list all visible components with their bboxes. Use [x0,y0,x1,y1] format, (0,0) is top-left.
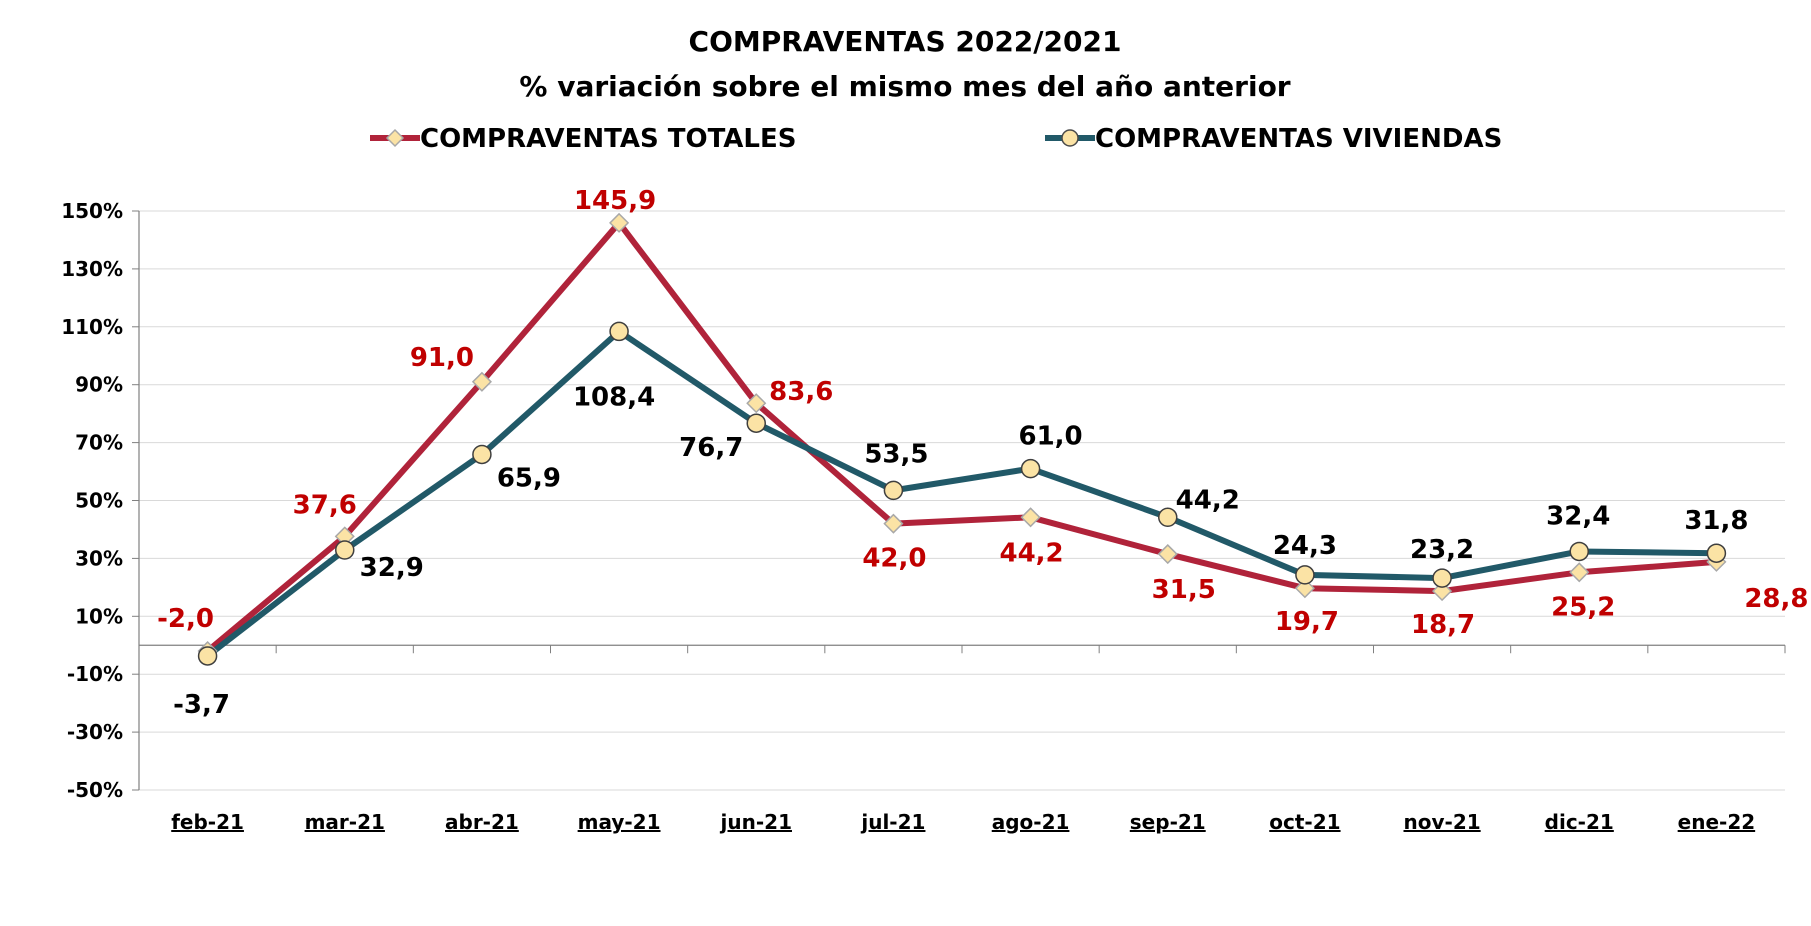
y-tick-label: 30% [75,546,123,570]
y-tick-label: -10% [67,662,123,686]
data-label-viviendas: 108,4 [573,382,655,412]
y-tick-label: 10% [75,604,123,628]
legend-marker-diamond [385,128,405,148]
series-line-viviendas [204,328,1720,659]
data-point-totales [1294,578,1315,599]
data-point-totales [1157,543,1178,565]
data-point-totales [883,513,904,534]
data-point-totales [1020,507,1041,528]
data-point-viviendas [335,540,355,560]
gridlines [139,210,1785,791]
legend-marker-circle [1061,129,1079,147]
data-label-totales: 145,9 [574,186,656,216]
data-label-totales: 18,7 [1411,610,1475,640]
data-label-totales: 42,0 [862,544,926,574]
data-label-viviendas: 61,0 [1019,422,1083,452]
x-tick-label: mar-21 [305,810,385,834]
data-label-totales: 31,5 [1152,575,1216,605]
data-point-totales [471,371,492,392]
data-label-viviendas: 23,2 [1410,535,1474,565]
data-label-viviendas: 24,3 [1273,531,1337,561]
y-tick-label: 150% [61,199,123,223]
data-label-totales: 25,2 [1551,592,1615,622]
data-point-viviendas [197,646,218,666]
legend-item-totales: COMPRAVENTAS TOTALES [370,124,796,154]
y-tick-label: -30% [67,720,123,744]
axes [132,210,1786,791]
data-point-totales [746,393,767,414]
x-tick-label: jul-21 [860,810,925,834]
x-tick-label: dic-21 [1545,810,1614,834]
legend-item-viviendas: COMPRAVENTAS VIVIENDAS [1045,124,1502,154]
data-point-viviendas [1569,541,1589,562]
x-tick-label: jun-21 [720,810,792,834]
data-point-viviendas [1706,543,1727,563]
data-point-viviendas [746,413,766,433]
x-tick-label: oct-21 [1269,810,1340,834]
series-lines [204,219,1720,659]
y-axis-ticks: 150% 130% 110% 90% 70% 50% 30% 10% -10% -30% -50% [61,199,123,802]
series-markers [197,212,1727,666]
x-tick-label: ene-22 [1678,810,1756,834]
x-tick-label: nov-21 [1404,810,1481,834]
y-tick-label: 90% [75,373,123,397]
data-label-viviendas: 31,8 [1684,506,1748,536]
data-label-totales: 28,8 [1744,584,1808,614]
x-tick-label: sep-21 [1130,810,1206,834]
data-label-totales: 83,6 [769,377,833,407]
x-tick-label: may-21 [578,810,661,834]
data-label-viviendas: 65,9 [497,463,561,493]
data-label-viviendas: 32,9 [360,553,424,583]
x-tick-label: feb-21 [171,810,244,834]
data-labels: -2,0 37,6 91,0 145,9 83,6 42,0 44,2 31,5 19,7 18,… [157,186,1808,720]
data-label-totales: -2,0 [157,604,214,634]
data-label-totales: 91,0 [410,343,474,373]
x-tick-label: abr-21 [445,810,519,834]
data-label-viviendas: 53,5 [864,439,928,469]
data-label-viviendas: 32,4 [1546,501,1610,531]
data-point-viviendas [1295,565,1315,585]
x-axis-ticks: feb-21 mar-21 abr-21 may-21 jun-21 jul-21 ago-… [171,810,1755,834]
data-label-viviendas: 44,2 [1176,485,1240,515]
data-point-viviendas [1432,568,1452,588]
y-tick-label: 130% [61,257,123,281]
legend-label-viviendas: COMPRAVENTAS VIVIENDAS [1095,124,1502,154]
data-point-viviendas [472,444,492,465]
legend-label-totales: COMPRAVENTAS TOTALES [420,124,796,154]
data-label-totales: 19,7 [1275,607,1339,637]
data-point-viviendas [609,321,629,342]
data-label-totales: 44,2 [1000,538,1064,568]
data-label-viviendas: -3,7 [173,690,230,720]
legend: COMPRAVENTAS TOTALES COMPRAVENTAS VIVIEN… [370,124,1502,154]
data-point-viviendas [1158,507,1178,528]
series-line-totales [204,219,1720,655]
chart-subtitle: % variación sobre el mismo mes del año a… [519,70,1290,103]
x-tick-label: ago-21 [992,810,1070,834]
chart-title: COMPRAVENTAS 2022/2021 [689,25,1122,58]
data-label-totales: 37,6 [293,490,357,520]
data-point-totales [1569,562,1590,583]
y-tick-label: -50% [67,778,123,802]
data-label-viviendas: 76,7 [679,433,743,463]
y-tick-label: 70% [75,431,123,455]
data-point-totales [609,212,630,233]
data-point-viviendas [883,480,904,501]
data-point-viviendas [1020,458,1041,479]
y-tick-label: 50% [75,489,123,513]
y-tick-label: 110% [61,315,123,339]
